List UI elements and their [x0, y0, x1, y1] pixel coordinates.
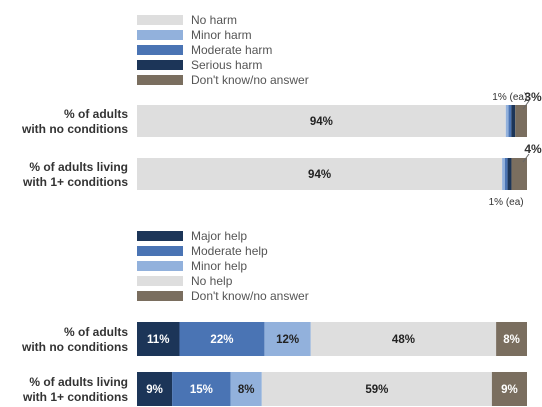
legend-swatch [137, 231, 183, 241]
bar-segment [505, 105, 509, 137]
bar-segment [264, 322, 311, 356]
legend-swatch [137, 246, 183, 256]
bar-segment [137, 372, 173, 406]
leader-line [522, 153, 530, 163]
legend-swatch [137, 30, 183, 40]
category-label: with no conditions [21, 340, 128, 354]
bar-segment [504, 158, 508, 190]
legend-swatch [137, 75, 183, 85]
category-label: % of adults [64, 107, 128, 121]
legend-swatch [137, 276, 183, 286]
annotation-label: 1% (ea) [492, 92, 527, 103]
legend-swatch [137, 15, 183, 25]
data-label: 11% [147, 334, 169, 346]
data-label: 94% [308, 169, 331, 181]
bar-segment [261, 372, 492, 406]
data-label: 48% [392, 334, 415, 346]
leader-line [522, 100, 530, 110]
bar-segment [310, 322, 497, 356]
annotation-label: 1% (ea) [489, 197, 524, 208]
bar-segment [172, 372, 231, 406]
annotation-label: 4% [524, 142, 542, 156]
category-label: % of adults living [29, 375, 128, 389]
bar-segment [515, 105, 527, 137]
legend-swatch [137, 291, 183, 301]
legend-label: Don't know/no answer [191, 289, 309, 303]
legend-label: Don't know/no answer [191, 73, 309, 87]
legend-label: No help [191, 274, 233, 288]
data-label: 15% [190, 384, 213, 396]
data-label: 59% [365, 384, 388, 396]
category-label: with 1+ conditions [22, 175, 128, 189]
bar-segment [508, 105, 512, 137]
bar-segment [507, 158, 512, 190]
category-label: % of adults [64, 325, 128, 339]
data-label: 12% [276, 334, 299, 346]
bar-segment [496, 322, 527, 356]
data-label: 9% [146, 384, 163, 396]
bar-segment [230, 372, 262, 406]
bar-segment [491, 372, 527, 406]
legend-label: Major help [191, 229, 247, 243]
data-label: 8% [238, 384, 255, 396]
bar-segment [137, 322, 180, 356]
data-label: 22% [210, 334, 233, 346]
legend-swatch [137, 45, 183, 55]
category-label: with no conditions [21, 122, 128, 136]
data-label: 94% [310, 116, 333, 128]
legend-label: Moderate help [191, 244, 268, 258]
legend-label: Minor harm [191, 28, 252, 42]
bar-segment [179, 322, 265, 356]
legend-label: Serious harm [191, 58, 262, 72]
bar-segment [502, 158, 505, 190]
category-label: % of adults living [29, 160, 128, 174]
legend-label: Minor help [191, 259, 247, 273]
bar-segment [511, 105, 516, 137]
data-label: 8% [503, 334, 520, 346]
bar-segment [137, 105, 506, 137]
legend-label: Moderate harm [191, 43, 272, 57]
legend-label: No harm [191, 13, 237, 27]
annotation-label: 3% [524, 90, 542, 104]
bar-segment [137, 158, 503, 190]
legend-swatch [137, 60, 183, 70]
category-label: with 1+ conditions [22, 390, 128, 404]
data-label: 9% [501, 384, 518, 396]
legend-swatch [137, 261, 183, 271]
bar-segment [511, 158, 527, 190]
